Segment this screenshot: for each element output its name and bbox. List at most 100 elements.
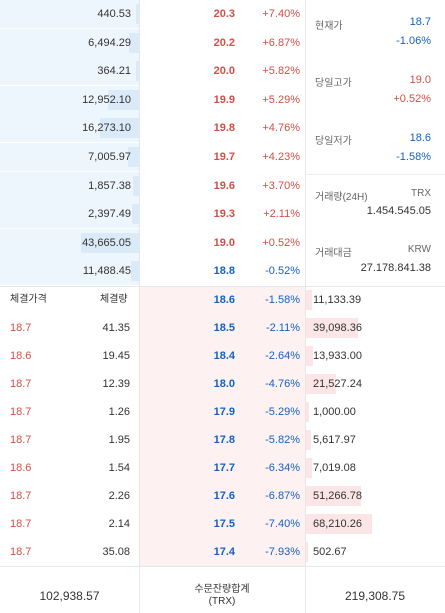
bid-amount: 1,000.00 (313, 406, 356, 418)
ask-volume-cell: 2,397.49 (0, 200, 139, 229)
ask-volume: 440.53 (97, 8, 131, 20)
bid-price: 17.7 (213, 462, 235, 474)
ask-volume-cell: 43,665.05 (0, 228, 139, 257)
bid-amount: 13,933.00 (313, 350, 362, 362)
ask-price: 19.6 (213, 179, 235, 192)
trade-volume: 2.26 (108, 490, 130, 502)
bid-price-cell[interactable]: 17.8 -5.82% (139, 426, 305, 454)
ask-price: 19.9 (213, 93, 235, 106)
ask-price: 19.0 (213, 236, 235, 249)
volume-info: 거래량(24H) TRX 1.454.545.05 (305, 174, 445, 230)
trade-volume: 1.26 (108, 406, 130, 418)
bid-change-pct: -7.93% (265, 546, 300, 558)
total-label-line2: (TRX) (208, 596, 236, 607)
ask-volume-bar (100, 118, 139, 139)
ask-price-cell[interactable]: 19.7 +4.23% (139, 143, 305, 171)
bid-row[interactable]: 18.5 -2.11% 39,098.36 18.7 41.35 (0, 314, 445, 342)
ask-price-cell[interactable]: 20.3 +7.40% (139, 0, 305, 28)
bid-change-pct: -6.87% (265, 490, 300, 502)
bid-price-cell[interactable]: 17.6 -6.87% (139, 482, 305, 510)
bid-row[interactable]: 17.9 -5.29% 1,000.00 18.7 1.26 (0, 398, 445, 426)
ask-row[interactable]: 364.21 20.0 +5.82% (0, 57, 445, 86)
bid-change-pct: -7.40% (265, 518, 300, 530)
trade-price: 18.7 (10, 378, 32, 390)
bid-volume-bar (305, 402, 309, 422)
bid-row[interactable]: 17.7 -6.34% 7,019.08 18.6 1.54 (0, 454, 445, 482)
ask-price: 19.7 (213, 151, 235, 163)
ask-row[interactable]: 7,005.97 19.7 +4.23% (0, 143, 445, 171)
ask-row[interactable]: 16,273.10 19.8 +4.76% (0, 114, 445, 143)
bid-volume-bar (305, 486, 361, 506)
ask-price-cell[interactable]: 20.2 +6.87% (139, 29, 305, 57)
bid-change-pct: -2.11% (265, 322, 300, 334)
bid-price-cell[interactable]: 18.0 -4.76% (139, 370, 305, 398)
trade-amount-label: 거래대금 (315, 248, 352, 259)
trade-price-header: 체결가격 (10, 294, 47, 305)
bid-row[interactable]: 17.8 -5.82% 5,617.97 18.7 1.95 (0, 426, 445, 454)
ask-volume-cell: 12,952.10 (0, 85, 139, 114)
bid-change-pct: -5.82% (265, 434, 300, 446)
ask-change-pct: +3.70% (262, 179, 300, 192)
bid-row[interactable]: 17.5 -7.40% 68,210.26 18.7 2.14 (0, 510, 445, 538)
bid-amount-cell: 21,527.24 (305, 370, 445, 398)
bid-price-cell[interactable]: 18.4 -2.64% (139, 342, 305, 370)
ask-volume: 43,665.05 (82, 236, 131, 249)
ask-row[interactable]: 11,488.45 18.8 -0.52% (0, 257, 445, 286)
bid-volume-bar (305, 458, 312, 478)
bid-amount: 5,617.97 (313, 434, 356, 446)
bid-price-cell[interactable]: 17.4 -7.93% (139, 538, 305, 566)
bid-volume-bar (305, 290, 312, 310)
bid-volume-bar (305, 430, 311, 450)
trade-volume: 1.54 (108, 462, 130, 474)
ask-row[interactable]: 2,397.49 19.3 +2.11% (0, 200, 445, 229)
ask-change-pct: +7.40% (262, 8, 300, 20)
ask-bid-divider (0, 286, 445, 287)
ask-price-cell[interactable]: 18.8 -0.52% (139, 257, 305, 285)
ask-change-pct: +4.23% (262, 151, 300, 163)
ask-volume-bar (81, 232, 139, 253)
trade-price: 18.6 (10, 462, 32, 474)
ask-total: 102,938.57 (39, 589, 100, 603)
bid-row[interactable]: 18.4 -2.64% 13,933.00 18.6 19.45 (0, 342, 445, 370)
bid-row[interactable]: 17.4 -7.93% 502.67 18.7 35.08 (0, 538, 445, 566)
bid-price-cell[interactable]: 17.5 -7.40% (139, 510, 305, 538)
bid-row[interactable]: 17.6 -6.87% 51,266.78 18.7 2.26 (0, 482, 445, 510)
trade-price: 18.7 (10, 434, 32, 446)
ask-row[interactable]: 6,494.29 20.2 +6.87% (0, 28, 445, 57)
trade-volume: 35.08 (102, 546, 130, 558)
trade-amount-value: 27.178.841.38 (360, 262, 431, 274)
bid-price: 18.4 (213, 350, 235, 362)
bid-price-cell[interactable]: 18.6 -1.58% (139, 286, 305, 314)
ask-price-cell[interactable]: 20.0 +5.82% (139, 57, 305, 85)
ask-price: 18.8 (213, 265, 235, 278)
column-divider-2 (305, 0, 306, 613)
current-price-label: 현재가 (315, 21, 343, 32)
trade-volume-header: 체결량 (100, 294, 128, 305)
bid-price: 18.0 (213, 378, 235, 390)
ask-change-pct: +4.76% (262, 122, 300, 135)
ask-row[interactable]: 440.53 20.3 +7.40% (0, 0, 445, 28)
ask-volume-bar (108, 89, 139, 110)
volume-label: 거래량(24H) (315, 192, 368, 203)
bid-price-cell[interactable]: 17.7 -6.34% (139, 454, 305, 482)
ask-price-cell[interactable]: 19.8 +4.76% (139, 114, 305, 142)
ask-row[interactable]: 43,665.05 19.0 +0.52% (0, 228, 445, 257)
bid-price-cell[interactable]: 18.5 -2.11% (139, 314, 305, 342)
current-price-value: 18.7 (409, 16, 431, 28)
ask-price-cell[interactable]: 19.6 +3.70% (139, 172, 305, 200)
ask-price-cell[interactable]: 19.3 +2.11% (139, 200, 305, 228)
ask-price-cell[interactable]: 19.9 +5.29% (139, 86, 305, 114)
ask-row[interactable]: 12,952.10 19.9 +5.29% (0, 85, 445, 114)
bid-amount-cell: 502.67 (305, 538, 445, 566)
bid-amount-cell: 1,000.00 (305, 398, 445, 426)
ask-volume: 1,857.38 (88, 179, 131, 192)
ask-price: 20.3 (213, 8, 235, 20)
bid-row[interactable]: 18.6 -1.58% 11,133.39 (0, 286, 445, 314)
bid-price-cell[interactable]: 17.9 -5.29% (139, 398, 305, 426)
bid-amount-cell: 11,133.39 (305, 286, 445, 314)
bid-change-pct: -6.34% (265, 462, 300, 474)
ask-row[interactable]: 1,857.38 19.6 +3.70% (0, 171, 445, 200)
ask-price-cell[interactable]: 19.0 +0.52% (139, 229, 305, 257)
bid-row[interactable]: 18.0 -4.76% 21,527.24 18.7 12.39 (0, 370, 445, 398)
bid-amount: 502.67 (313, 546, 347, 558)
